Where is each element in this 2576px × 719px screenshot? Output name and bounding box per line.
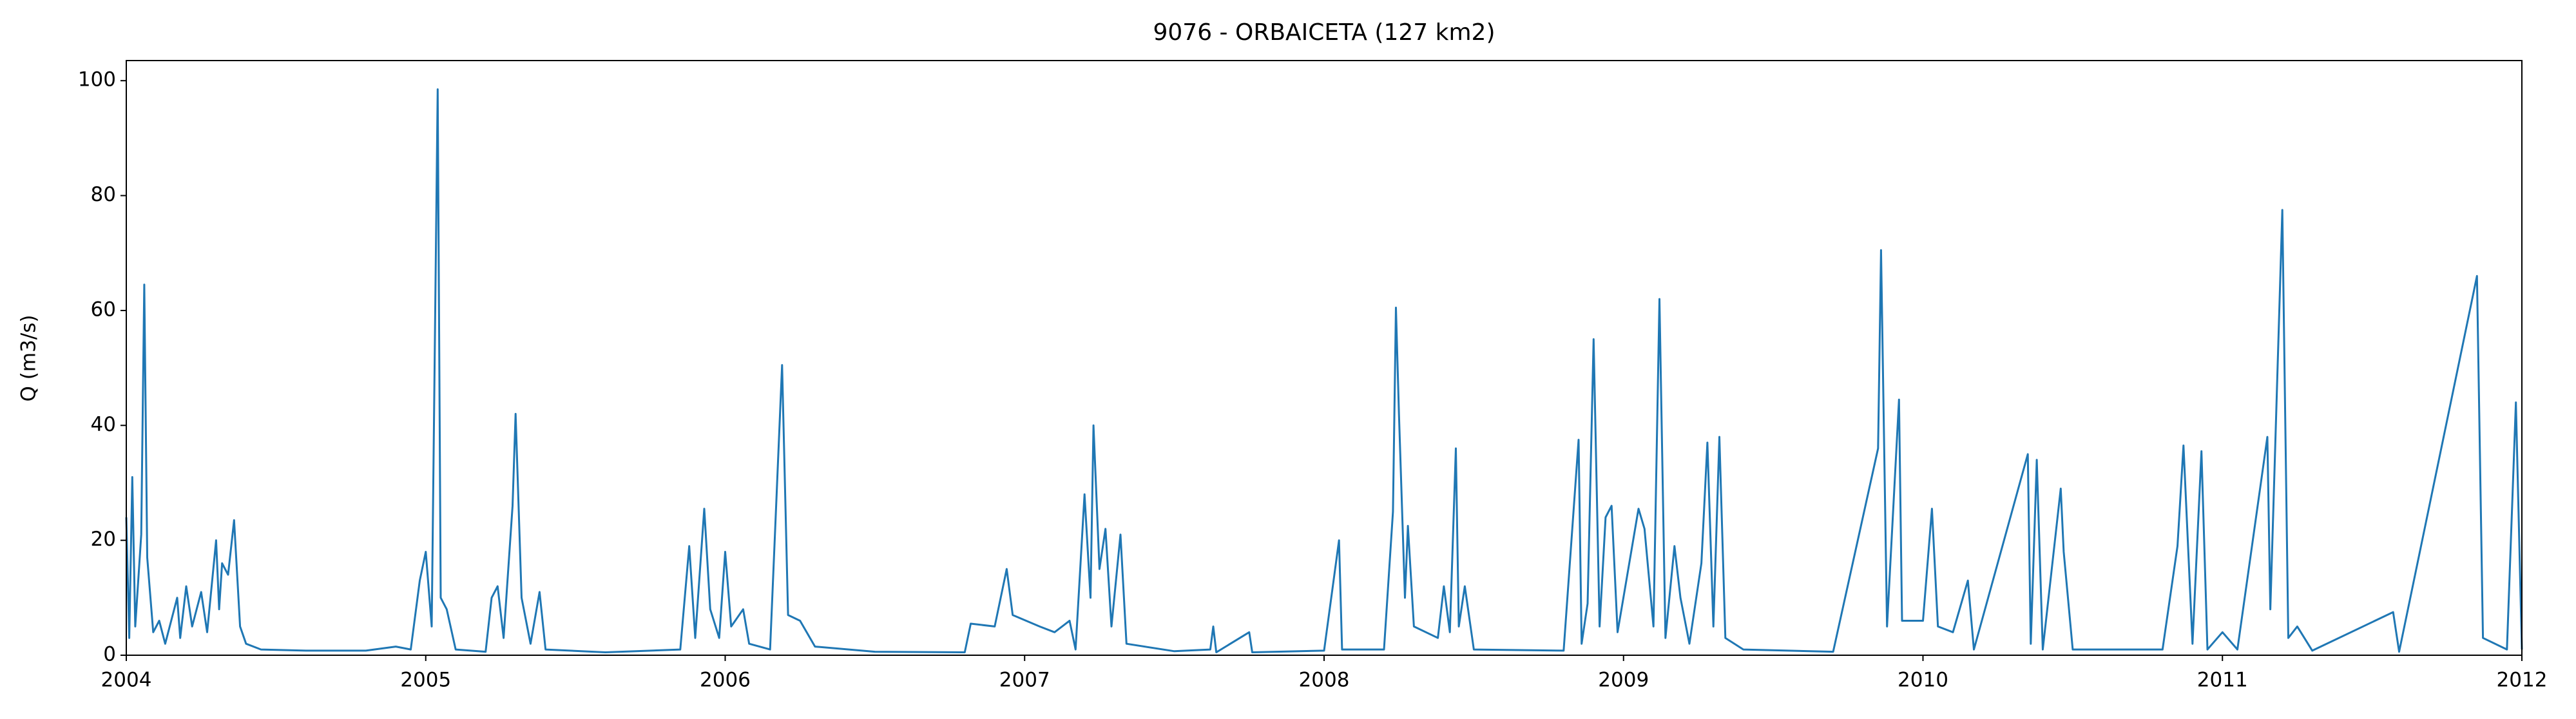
x-tick-label: 2011 <box>2197 669 2248 692</box>
x-tick-label: 2006 <box>700 669 751 692</box>
x-tick-label: 2005 <box>400 669 451 692</box>
y-tick-label: 80 <box>91 183 116 206</box>
x-tick-label: 2007 <box>999 669 1050 692</box>
y-tick-label: 0 <box>103 643 116 666</box>
chart-title: 9076 - ORBAICETA (127 km2) <box>1153 19 1495 46</box>
y-axis-label: Q (m3/s) <box>17 315 41 402</box>
y-tick-label: 20 <box>91 528 116 551</box>
x-tick-label: 2010 <box>1898 669 1948 692</box>
y-tick-label: 40 <box>91 413 116 436</box>
flow-line <box>125 88 2523 653</box>
plot-frame <box>126 60 2523 656</box>
y-tick-label: 60 <box>91 298 116 321</box>
x-tick-label: 2008 <box>1299 669 1350 692</box>
x-tick-label: 2009 <box>1598 669 1649 692</box>
y-tick-label: 100 <box>78 68 116 91</box>
x-tick-label: 2012 <box>2497 669 2548 692</box>
x-tick-label: 2004 <box>101 669 152 692</box>
